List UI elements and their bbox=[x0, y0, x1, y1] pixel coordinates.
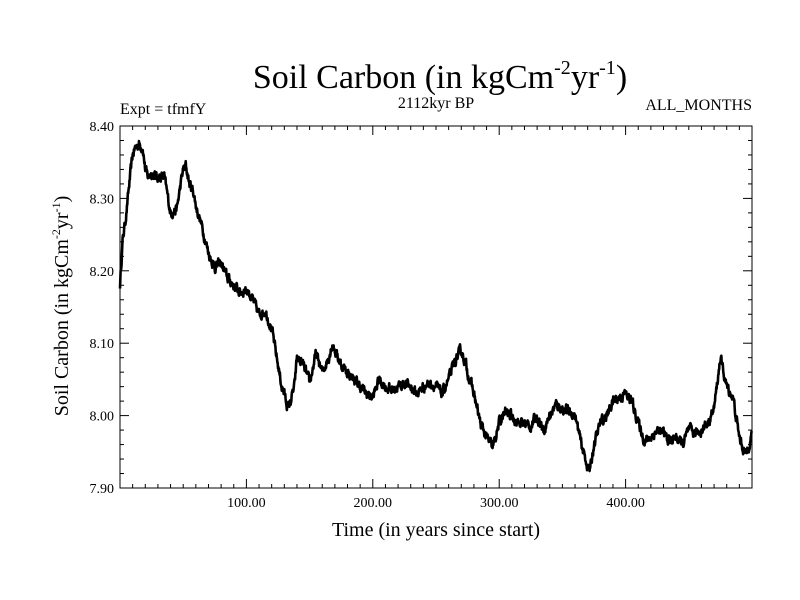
y-tick-label: 8.00 bbox=[90, 410, 115, 425]
x-tick-labels: 100.00 200.00 300.00 400.00 bbox=[227, 496, 645, 511]
x-tick-label: 400.00 bbox=[606, 496, 645, 511]
months-label: ALL_MONTHS bbox=[645, 97, 752, 114]
chart-subtitle: 2112kyr BP bbox=[398, 95, 474, 112]
y-tick-label: 8.40 bbox=[90, 120, 115, 135]
axis-ticks bbox=[120, 126, 752, 488]
x-tick-label: 100.00 bbox=[227, 496, 266, 511]
series-line bbox=[118, 139, 753, 473]
y-tick-label: 7.90 bbox=[90, 482, 115, 497]
x-tick-label: 300.00 bbox=[480, 496, 519, 511]
y-tick-label: 8.20 bbox=[90, 265, 115, 280]
chart-title: Soil Carbon (in kgCm-2yr-1) bbox=[253, 57, 627, 96]
x-axis-label: Time (in years since start) bbox=[332, 519, 540, 541]
y-tick-labels: 7.90 8.00 8.10 8.20 8.30 8.40 bbox=[90, 120, 115, 497]
y-tick-label: 8.30 bbox=[90, 192, 115, 207]
x-tick-label: 200.00 bbox=[354, 496, 393, 511]
expt-label: Expt = tfmfY bbox=[120, 101, 207, 118]
y-axis-label: Soil Carbon (in kgCm-2yr-1) bbox=[49, 196, 73, 417]
y-tick-label: 8.10 bbox=[90, 337, 115, 352]
